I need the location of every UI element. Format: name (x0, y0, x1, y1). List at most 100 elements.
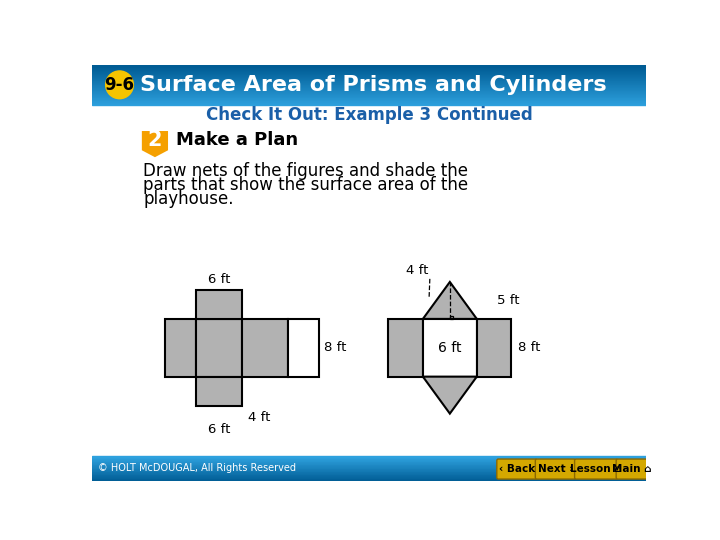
Bar (92, 459, 647, 460)
Bar (92, 86, 647, 87)
Bar (92, 456, 647, 457)
FancyBboxPatch shape (497, 459, 537, 479)
Bar (92, 457, 647, 458)
Bar (92, 82, 647, 83)
Text: Surface Area of Prisms and Cylinders: Surface Area of Prisms and Cylinders (140, 75, 607, 95)
Bar (92, 471, 647, 472)
Bar (288, 319, 319, 377)
Bar (92, 93, 647, 94)
Bar (92, 75, 647, 76)
Bar (92, 460, 647, 461)
Polygon shape (423, 377, 477, 414)
Bar (92, 463, 647, 464)
Bar (450, 316, 453, 319)
Text: 6 ft: 6 ft (207, 273, 230, 286)
Bar (92, 474, 647, 475)
Bar (388, 319, 423, 377)
Text: Next ›: Next › (538, 464, 573, 474)
FancyBboxPatch shape (616, 459, 647, 479)
Bar (92, 66, 647, 67)
Bar (92, 479, 647, 480)
Bar (92, 470, 647, 471)
Text: 2: 2 (148, 130, 162, 150)
Circle shape (106, 71, 133, 99)
Text: 8 ft: 8 ft (323, 341, 346, 354)
Bar (92, 67, 647, 68)
Bar (196, 319, 242, 377)
Polygon shape (423, 282, 477, 319)
Bar (92, 83, 647, 84)
Text: 5 ft: 5 ft (498, 294, 520, 307)
Bar (477, 319, 511, 377)
Bar (92, 98, 647, 99)
Bar (92, 69, 647, 70)
Bar (423, 319, 477, 377)
Bar (92, 100, 647, 101)
Bar (196, 289, 242, 319)
Bar (92, 96, 647, 97)
Bar (92, 103, 647, 104)
Bar (165, 319, 196, 377)
Bar (92, 464, 647, 465)
Text: 8 ft: 8 ft (518, 341, 540, 354)
Bar (92, 472, 647, 474)
Bar (92, 466, 647, 467)
Bar (92, 99, 647, 100)
Bar (92, 78, 647, 79)
Text: 6 ft: 6 ft (438, 341, 462, 355)
Text: © HOLT McDOUGAL, All Rights Reserved: © HOLT McDOUGAL, All Rights Reserved (98, 463, 296, 473)
Bar (92, 87, 647, 88)
Bar (92, 72, 647, 73)
Polygon shape (142, 131, 168, 157)
Text: 6 ft: 6 ft (207, 423, 230, 436)
Bar (92, 462, 647, 463)
Bar (92, 477, 647, 478)
Bar (92, 80, 647, 81)
Bar (92, 94, 647, 95)
Text: 4 ft: 4 ft (248, 410, 271, 423)
Bar (92, 74, 647, 75)
Text: 9-6: 9-6 (104, 76, 135, 94)
Bar (92, 101, 647, 102)
Bar (92, 104, 647, 105)
Bar (92, 87, 647, 89)
Bar (92, 65, 647, 66)
Bar (92, 76, 647, 77)
Bar (92, 468, 647, 469)
Bar (196, 377, 242, 406)
Bar (92, 465, 647, 466)
Bar (242, 319, 288, 377)
Bar (92, 68, 647, 69)
Bar (92, 478, 647, 479)
Text: Lesson ⌂: Lesson ⌂ (570, 464, 622, 474)
Text: Main ⌂: Main ⌂ (612, 464, 652, 474)
Bar (92, 69, 647, 70)
Bar (92, 78, 647, 79)
Text: parts that show the surface area of the: parts that show the surface area of the (143, 176, 469, 194)
Bar (92, 81, 647, 82)
Bar (92, 463, 647, 464)
Bar (92, 469, 647, 470)
Text: ‹ Back: ‹ Back (499, 464, 535, 474)
Bar (92, 77, 647, 78)
Text: Check It Out: Example 3 Continued: Check It Out: Example 3 Continued (206, 106, 532, 124)
Bar (92, 94, 647, 96)
Bar (92, 475, 647, 476)
Bar (92, 467, 647, 468)
Bar (92, 480, 647, 481)
Bar (92, 474, 647, 475)
FancyBboxPatch shape (535, 459, 575, 479)
Bar (92, 102, 647, 103)
Bar (92, 84, 647, 85)
Bar (92, 89, 647, 90)
Text: Draw nets of the figures and shade the: Draw nets of the figures and shade the (143, 162, 469, 180)
Bar (92, 71, 647, 72)
Bar (92, 79, 647, 80)
Bar (92, 97, 647, 98)
Text: Make a Plan: Make a Plan (176, 131, 298, 149)
Bar (92, 91, 647, 92)
Bar (92, 98, 647, 99)
Bar (92, 85, 647, 86)
Bar (92, 73, 647, 74)
Bar (92, 92, 647, 93)
